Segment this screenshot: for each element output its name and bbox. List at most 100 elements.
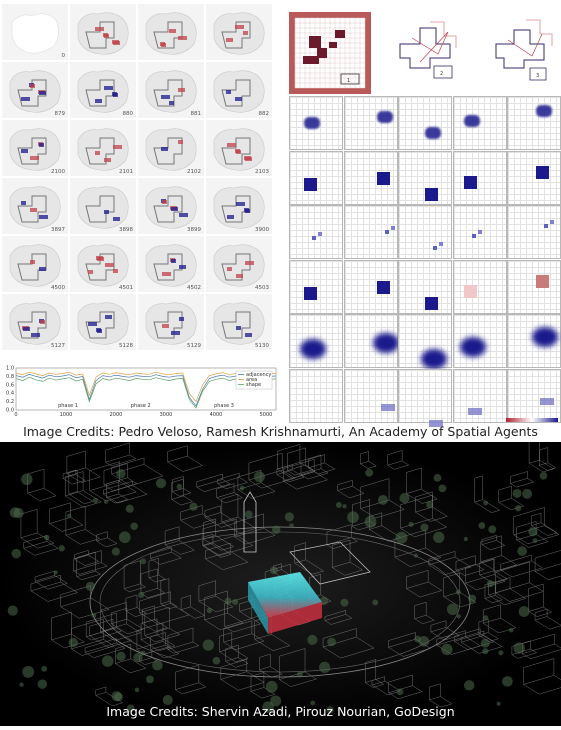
agent-mark — [536, 274, 550, 288]
agent-mark — [425, 187, 439, 201]
frame-label: 879 — [54, 111, 66, 117]
chart-y-tick-label: 0.8 — [6, 374, 14, 380]
plan-graph-diagram-2: 3 — [488, 14, 560, 84]
agent-state-cell — [452, 150, 507, 205]
frame-label: 3900 — [255, 227, 269, 233]
plan-room-label-3: 3 — [536, 73, 539, 79]
fitness-chart: 0.0 0.2 0.4 0.6 0.8 1.0 0 1000 2000 3000 4000 5000 p… — [2, 364, 280, 420]
agent-mark — [384, 230, 389, 235]
simulation-frame: 3900 — [206, 178, 272, 234]
city-render — [0, 436, 561, 726]
agent-mark — [463, 115, 480, 127]
frame-label: 2101 — [119, 169, 133, 175]
agent-state-cell — [289, 96, 343, 150]
agent-state-cell — [289, 314, 343, 369]
simulation-frame: 4503 — [206, 236, 272, 292]
agent-state-cell — [507, 150, 561, 205]
agent-state-cell — [507, 96, 561, 150]
chart-x-tick-label: 1000 — [60, 412, 73, 418]
simulation-frame: 3897 — [2, 178, 68, 234]
agent-state-cell — [507, 369, 561, 423]
agent-state-cell — [452, 96, 507, 150]
voxel-volume — [248, 572, 322, 618]
colorbar — [506, 418, 558, 422]
agent-mark — [304, 177, 317, 191]
simulation-frame: 2102 — [138, 120, 204, 176]
simulation-frame: 2100 — [2, 120, 68, 176]
frame-label: 4502 — [187, 285, 201, 291]
agent-mark — [532, 327, 559, 348]
agent-state-cell — [343, 369, 398, 423]
chart-phase-label: phase 1 — [58, 403, 78, 409]
agent-state-cell — [343, 96, 398, 150]
agent-state-cell — [452, 369, 507, 423]
image-credit-top: Image Credits: Pedro Veloso, Ramesh Kris… — [23, 424, 538, 439]
agent-mark — [433, 246, 438, 251]
simulation-frame: 2101 — [70, 120, 136, 176]
simulation-frame: 879 — [2, 62, 68, 118]
simulation-frame: 881 — [138, 62, 204, 118]
chart-y-tick-label: 0.4 — [6, 391, 14, 397]
agent-state-cell — [452, 259, 507, 314]
chart-y-tick-label: 0.6 — [6, 382, 14, 388]
agent-mark — [425, 296, 439, 310]
agent-state-cell — [398, 150, 453, 205]
frame-label: 880 — [122, 111, 134, 117]
chart-series-line — [15, 371, 277, 403]
agent-mark — [376, 171, 390, 185]
simulation-frame: 5127 — [2, 294, 68, 350]
chart-y-tick-label: 0.0 — [6, 408, 14, 414]
agent-state-cell — [343, 259, 398, 314]
agent-state-cell — [343, 314, 399, 369]
frame-label: 5128 — [119, 343, 133, 349]
chart-y-tick-label: 1.0 — [6, 366, 14, 372]
chart-y-tick-label: 0.2 — [6, 399, 14, 405]
chart-legend-entry: area — [246, 377, 257, 383]
simulation-frame: 3898 — [70, 178, 136, 234]
simulation-frame: 4501 — [70, 236, 136, 292]
agent-mark — [304, 117, 320, 129]
agent-mark — [536, 165, 550, 179]
frame-label: 5127 — [51, 343, 65, 349]
agent-state-cell — [507, 205, 561, 260]
spatial-agents-figure: 0 879 880 881 882 2100 2101 2102 2103 3897 3898 389… — [2, 4, 561, 427]
simulation-frame: 880 — [70, 62, 136, 118]
agent-state-cell — [289, 150, 343, 205]
frame-label: 3898 — [119, 227, 133, 233]
chart-phase-label: phase 3 — [214, 403, 234, 409]
agent-state-cell — [398, 369, 453, 427]
agent-mark — [463, 284, 477, 298]
agent-mark — [471, 234, 476, 239]
agent-mark — [459, 337, 486, 358]
agent-state-cell — [398, 314, 453, 370]
agent-mark — [312, 236, 316, 241]
agent-state-cell — [343, 150, 398, 205]
agent-state-cell — [289, 259, 343, 314]
chart-legend-entry: shape — [246, 382, 261, 388]
agent-mark — [467, 408, 482, 415]
frame-label: 3899 — [187, 227, 201, 233]
frame-label: 4501 — [119, 285, 133, 291]
frame-label: 2102 — [187, 169, 201, 175]
agent-mark — [421, 349, 448, 370]
chart-series-line — [15, 376, 277, 409]
agent-state-cell — [289, 205, 343, 260]
plan-grid-svg: 1 — [294, 17, 366, 89]
plan-grid-diagram: 1 — [289, 12, 371, 94]
city-render-svg — [0, 436, 561, 726]
chart-x-tick-label: 4000 — [210, 412, 223, 418]
simulation-frame: 5129 — [138, 294, 204, 350]
simulation-frame — [138, 4, 204, 60]
chart-x-tick-label: 0 — [14, 412, 17, 418]
agent-mark — [425, 127, 442, 139]
agent-mark — [536, 105, 553, 117]
chart-x-tick-label: 5000 — [260, 412, 273, 418]
simulation-frame: 4502 — [138, 236, 204, 292]
agent-state-cell — [452, 205, 507, 260]
chart-legend-entry: adjacency — [246, 372, 271, 378]
frame-label: 2103 — [255, 169, 269, 175]
agent-state-cell — [343, 205, 398, 260]
frame-label: 5129 — [187, 343, 201, 349]
agent-state-cell — [507, 314, 561, 369]
simulation-frame: 3899 — [138, 178, 204, 234]
